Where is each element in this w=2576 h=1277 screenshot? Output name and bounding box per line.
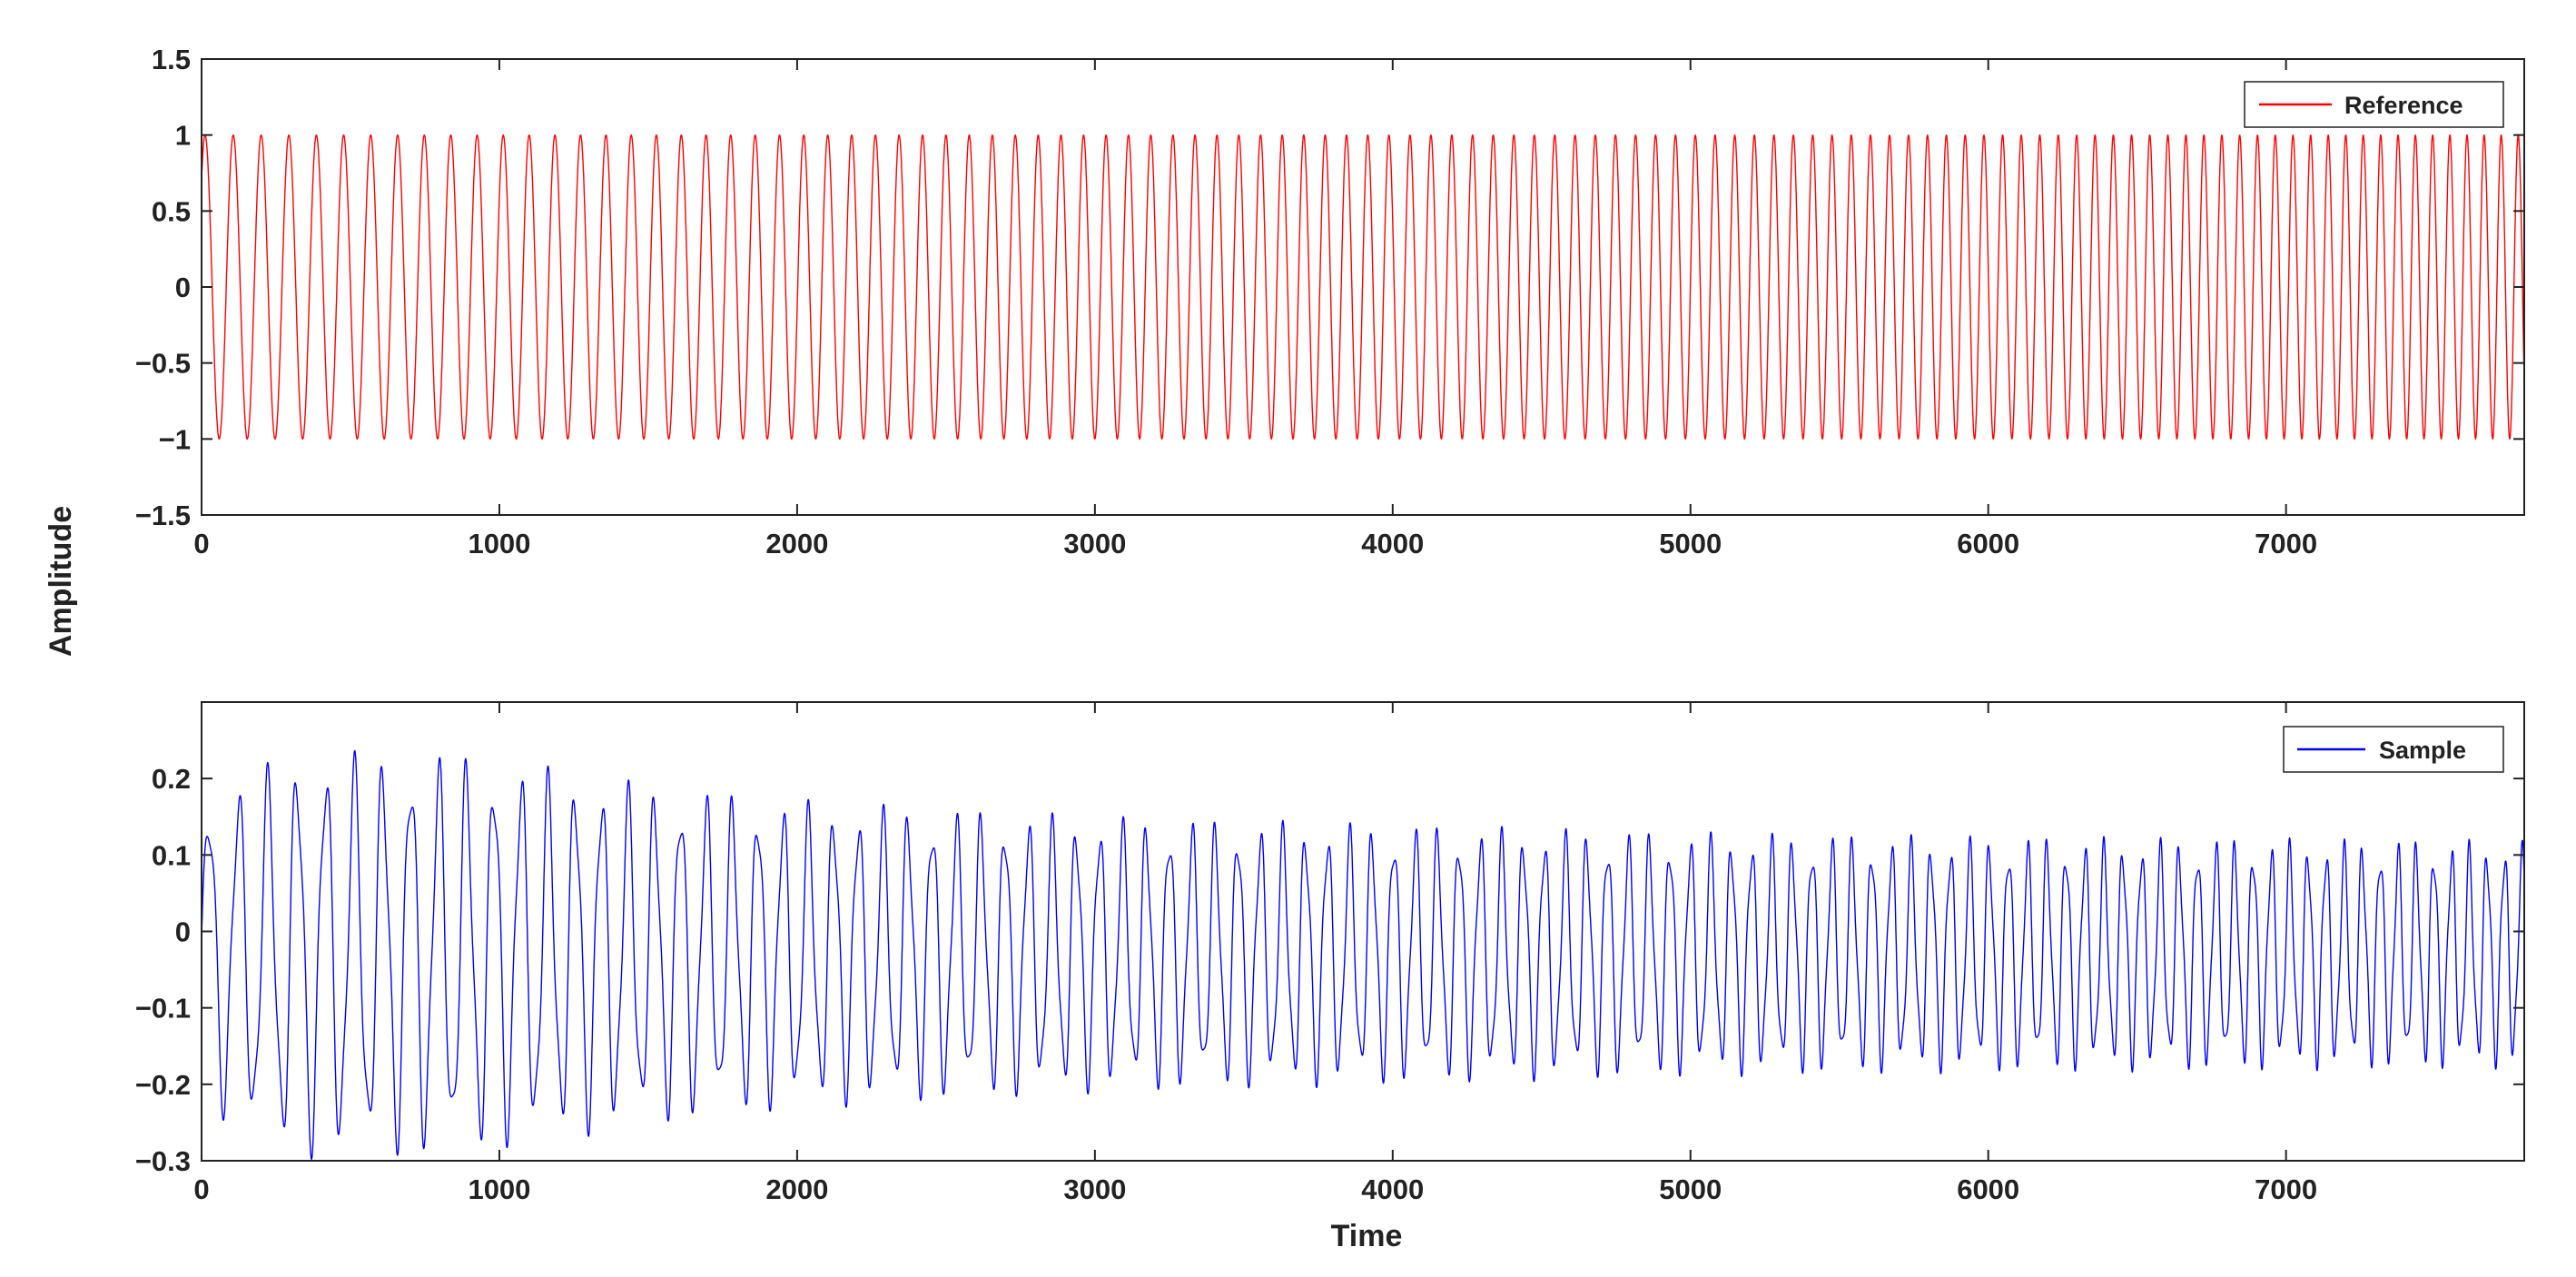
y-tick-label: 0 xyxy=(175,272,191,303)
x-tick-label: 0 xyxy=(193,528,209,559)
y-tick-label: 1 xyxy=(175,120,191,152)
y-tick-label: 0.5 xyxy=(152,195,191,227)
shared-ylabel: Amplitude xyxy=(44,506,78,657)
x-tick-label: 3000 xyxy=(1063,1173,1126,1205)
subplot-sample: 0 1000 2000 3000 4000 5000 6000 7000 0.2 0.1 0 −0.1… xyxy=(135,701,2525,1253)
plot-area-sample xyxy=(202,702,2524,1161)
legend-reference[interactable]: Reference xyxy=(2244,81,2504,128)
series-sample-path xyxy=(201,749,2525,1161)
y-tick-label: 0.1 xyxy=(152,839,191,871)
subplot-reference: 0 1000 2000 3000 4000 5000 6000 7000 1.5 1 0.5 0 −0.… xyxy=(135,44,2525,559)
legend-label-reference: Reference xyxy=(2344,92,2463,119)
legend-label-sample: Sample xyxy=(2379,737,2466,764)
x-tick-label: 6000 xyxy=(1957,1173,2019,1205)
x-tick-label: 4000 xyxy=(1361,1173,1424,1205)
x-tick-label: 4000 xyxy=(1361,528,1424,559)
legend-sample[interactable]: Sample xyxy=(2283,726,2504,773)
x-tick-label: 6000 xyxy=(1957,528,2019,559)
x-tick-label: 5000 xyxy=(1659,528,1722,559)
x-tick-label: 1000 xyxy=(468,528,530,559)
x-tick-label: 0 xyxy=(193,1173,209,1205)
ticks-reference: 0 1000 2000 3000 4000 5000 6000 7000 1.5 1 0.5 0 −0.… xyxy=(135,44,2524,559)
y-tick-label: −1 xyxy=(159,423,191,455)
series-sample-line xyxy=(201,749,2525,1161)
y-tick-label: 1.5 xyxy=(152,44,191,75)
y-tick-label: 0.2 xyxy=(152,763,191,795)
y-tick-label: −0.5 xyxy=(135,348,191,380)
series-reference-path xyxy=(201,134,2525,440)
x-tick-label: 1000 xyxy=(468,1173,530,1205)
x-tick-label: 2000 xyxy=(765,528,828,559)
x-tick-label: 3000 xyxy=(1063,528,1126,559)
y-tick-label: −0.2 xyxy=(135,1069,191,1101)
y-tick-label: −0.1 xyxy=(135,993,191,1025)
x-tick-label: 7000 xyxy=(2255,528,2317,559)
x-tick-label: 7000 xyxy=(2255,1173,2317,1205)
y-tick-label: −0.3 xyxy=(135,1145,191,1177)
series-reference-line xyxy=(201,134,2525,440)
x-tick-label: 5000 xyxy=(1659,1173,1722,1205)
y-tick-label: −1.5 xyxy=(135,500,191,531)
y-tick-label: 0 xyxy=(175,916,191,948)
ticks-sample: 0 1000 2000 3000 4000 5000 6000 7000 0.2 0.1 0 −0.1… xyxy=(135,702,2524,1205)
x-tick-label: 2000 xyxy=(765,1173,828,1205)
x-axis-title-sample: Time xyxy=(1331,1219,1403,1253)
